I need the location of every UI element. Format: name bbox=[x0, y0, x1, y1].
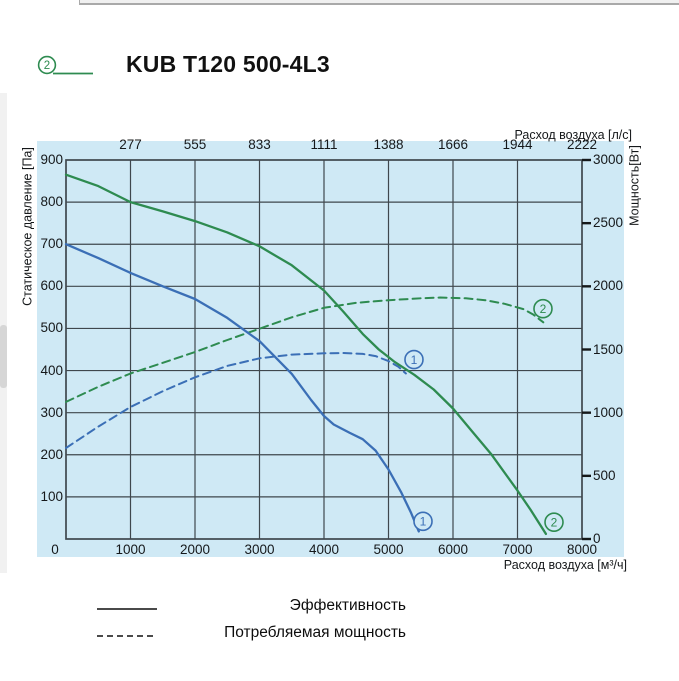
bottom-axis-title: Расход воздуха [м³/ч] bbox=[503, 558, 627, 572]
bottom-axis-tick-label: 3000 bbox=[244, 542, 275, 557]
series-curve-2-pressure bbox=[64, 173, 548, 536]
legend-item-efficiency: Эффективность bbox=[97, 596, 409, 616]
bottom-axis-tick-label: 8000 bbox=[566, 542, 598, 557]
bottom-axis-tick-label: 1000 bbox=[115, 542, 146, 557]
variant-circle-icon bbox=[37, 55, 57, 75]
left-axis-tick-label: 700 bbox=[40, 236, 63, 252]
header-variant-marker: 2 bbox=[37, 55, 93, 75]
left-axis-tick-label: 600 bbox=[40, 278, 63, 294]
right-axis-title: Мощность[Вт] bbox=[627, 145, 642, 226]
right-axis-tick-label: 2500 bbox=[593, 215, 624, 231]
top-axis-tick-label: 1666 bbox=[437, 137, 469, 152]
page-title: KUB T120 500-4L3 bbox=[126, 51, 330, 77]
curve-marker-curve-2-power: 2 bbox=[533, 298, 553, 319]
right-axis-tick-label: 1000 bbox=[593, 404, 624, 420]
svg-text:2: 2 bbox=[551, 515, 558, 529]
curve-marker-curve-1-power: 1 bbox=[404, 349, 424, 370]
legend-dashed-line-icon bbox=[97, 635, 157, 637]
bottom-axis-tick-label: 4000 bbox=[308, 542, 340, 557]
top-axis-tick-label: 1944 bbox=[502, 137, 533, 152]
curve-marker-curve-1-pressure: 1 bbox=[413, 511, 433, 532]
left-axis-tick-label: 400 bbox=[40, 362, 63, 378]
bottom-axis-tick-label: 5000 bbox=[373, 542, 404, 557]
left-axis-tick-label: 100 bbox=[40, 488, 63, 504]
bottom-axis-tick-label: 7000 bbox=[502, 542, 533, 557]
series-curve-1-power bbox=[65, 352, 407, 449]
right-axis-tick-label: 0 bbox=[593, 531, 601, 546]
right-axis-tick-label: 3000 bbox=[593, 152, 624, 167]
series-curve-2-power bbox=[65, 296, 545, 403]
top-axis-tick-label: 2222 bbox=[566, 137, 598, 152]
left-axis-tick-label: 300 bbox=[40, 404, 63, 420]
variant-number: 2 bbox=[44, 60, 50, 72]
chart-plot-svg: 1 2 1 2 bbox=[64, 158, 591, 541]
right-axis-tick-label: 1500 bbox=[593, 341, 624, 357]
svg-text:2: 2 bbox=[540, 302, 547, 316]
legend-solid-line-icon bbox=[97, 608, 157, 610]
left-axis-tick-label: 800 bbox=[40, 194, 63, 210]
left-scrollbar-thumb[interactable] bbox=[0, 325, 7, 388]
top-axis-title: Расход воздуха [л/с] bbox=[514, 128, 633, 142]
legend-item-power: Потребляемая мощность bbox=[97, 623, 409, 643]
left-axis-tick-label: 900 bbox=[40, 152, 63, 167]
svg-text:1: 1 bbox=[411, 353, 418, 367]
left-axis-tick-label: 500 bbox=[40, 320, 63, 336]
right-axis-tick-label: 500 bbox=[593, 467, 616, 483]
left-axis-title: Статическое давление [Па] bbox=[20, 147, 35, 306]
top-axis-tick-label: 1111 bbox=[310, 137, 338, 152]
svg-text:1: 1 bbox=[420, 515, 427, 529]
top-axis-tick-label: 1388 bbox=[373, 137, 404, 152]
right-axis-tick-label: 2000 bbox=[593, 278, 624, 294]
bottom-axis-tick-label: 6000 bbox=[437, 542, 469, 557]
bottom-axis-tick-label: 0 bbox=[51, 542, 59, 557]
top-axis-tick-label: 277 bbox=[119, 137, 142, 152]
top-toolbar-edge bbox=[79, 0, 679, 5]
legend-label-efficiency: Эффективность bbox=[289, 597, 406, 614]
bottom-axis-tick-label: 2000 bbox=[179, 542, 211, 557]
curve-marker-curve-2-pressure: 2 bbox=[544, 512, 564, 532]
top-axis-tick-label: 555 bbox=[183, 137, 207, 152]
left-axis-tick-label: 200 bbox=[40, 446, 63, 462]
legend-label-power: Потребляемая мощность bbox=[224, 624, 406, 641]
top-axis-tick-label: 833 bbox=[248, 137, 271, 152]
series-curve-1-pressure bbox=[64, 243, 420, 533]
